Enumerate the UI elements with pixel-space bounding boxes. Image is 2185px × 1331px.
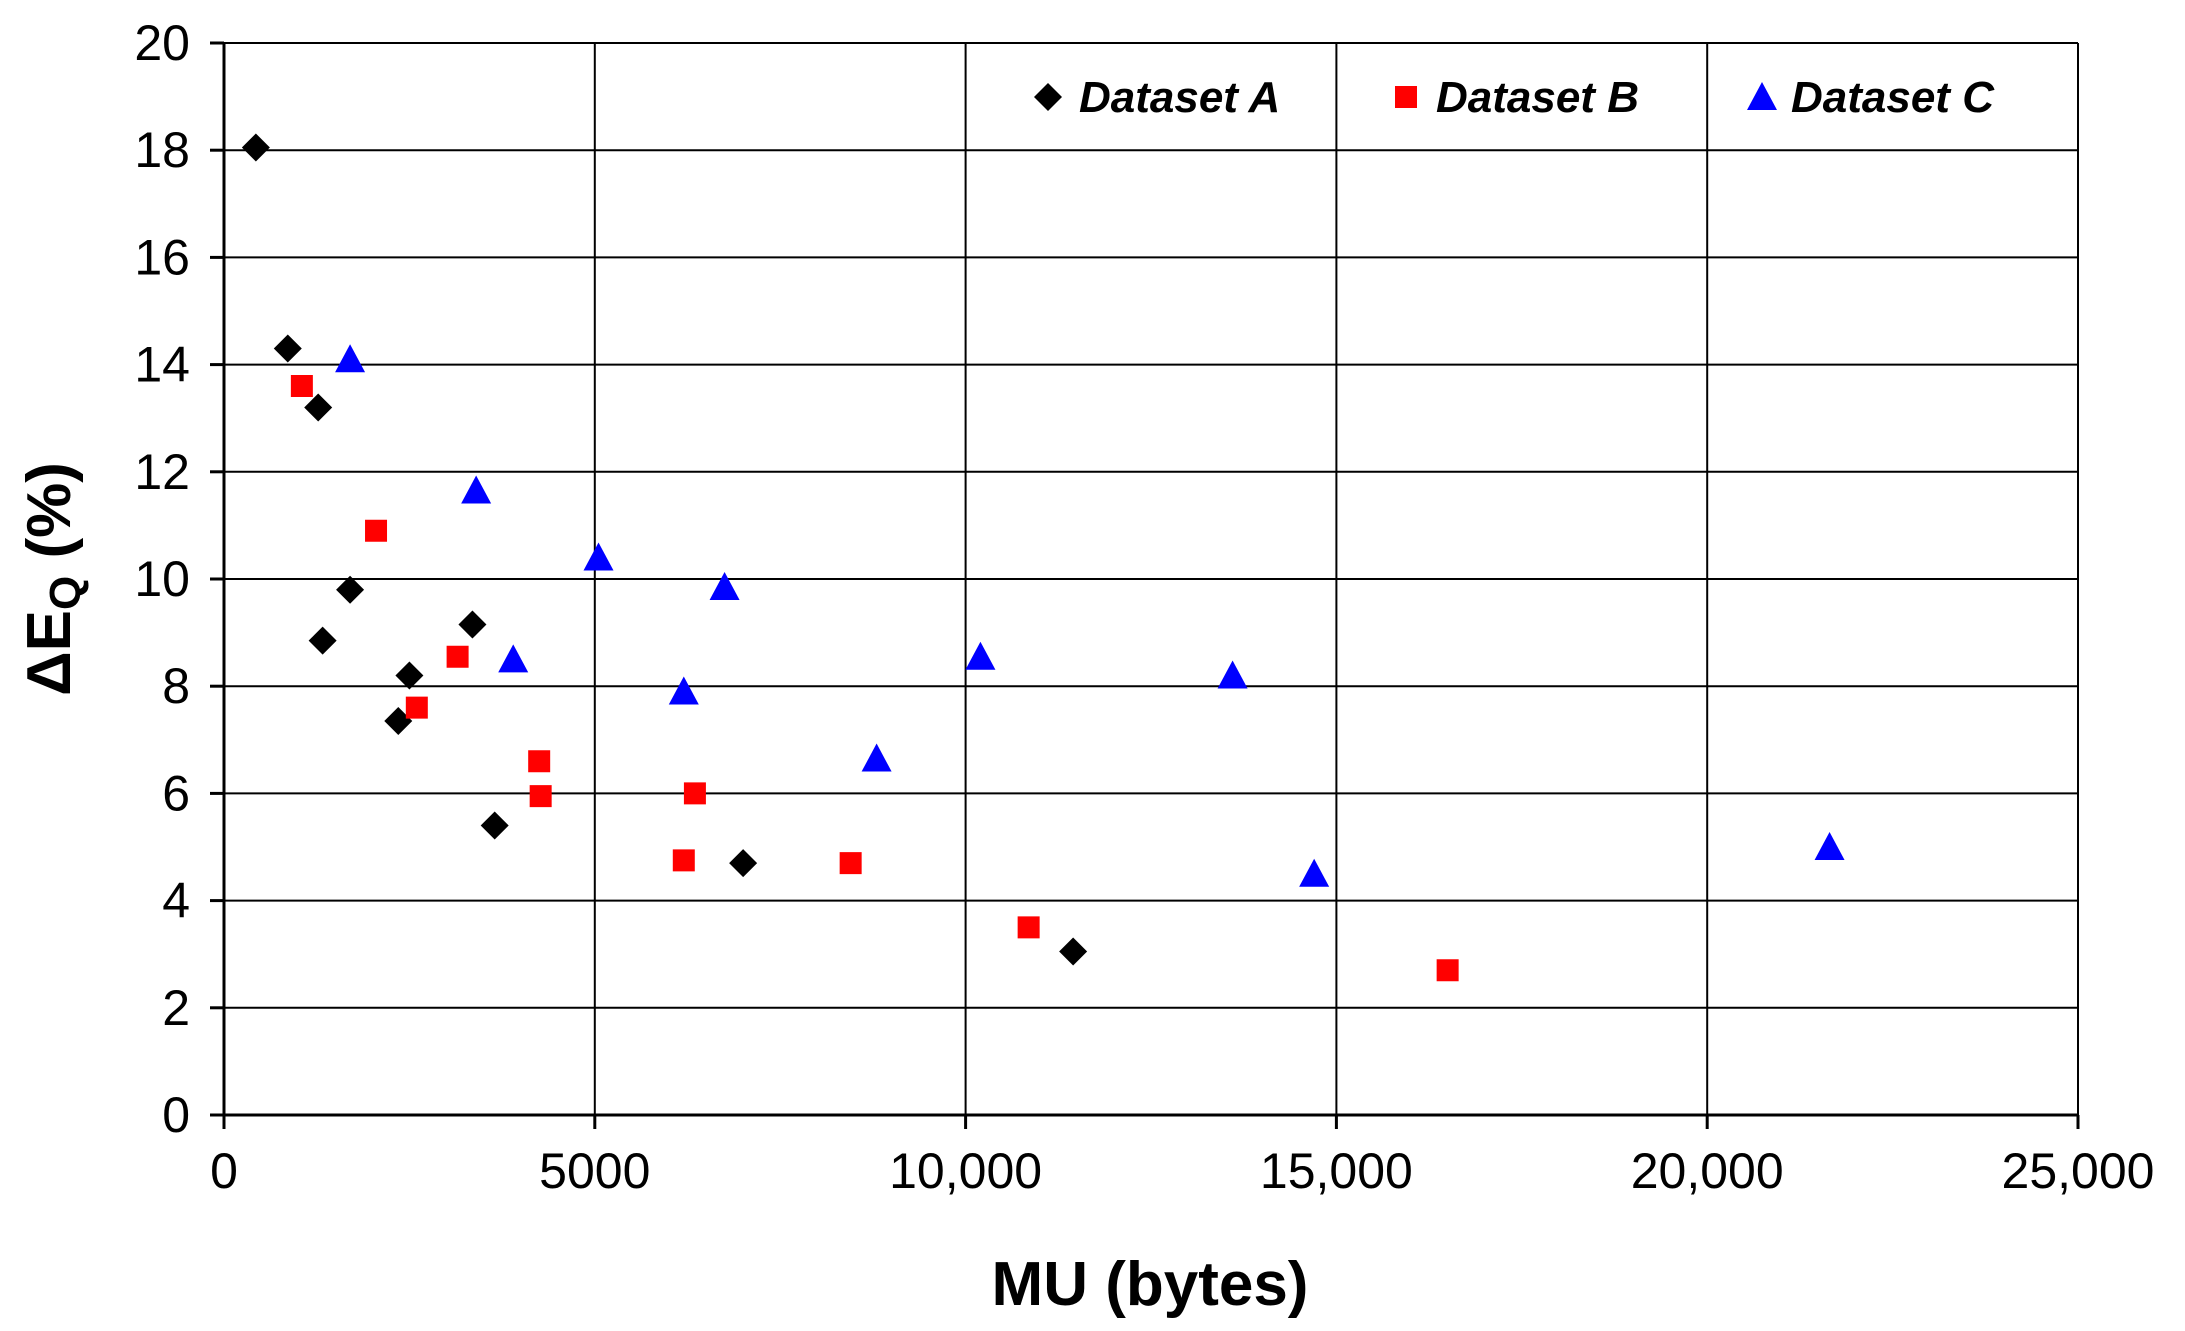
data-point <box>395 661 424 690</box>
x-tick-label: 0 <box>210 1143 238 1199</box>
series-dataset-b <box>290 375 1459 982</box>
data-point <box>583 542 614 571</box>
data-point <box>480 811 509 840</box>
data-point <box>1814 832 1845 860</box>
x-tick-label: 15,000 <box>1260 1143 1413 1199</box>
series-dataset-a <box>241 133 1088 966</box>
x-tick-label: 25,000 <box>2002 1143 2155 1199</box>
data-point <box>1017 916 1040 939</box>
y-tick-label: 6 <box>162 765 190 821</box>
x-tick-labels: 0 5000 10,000 15,000 20,000 25,000 <box>210 1143 2154 1199</box>
x-tick-label: 10,000 <box>889 1143 1042 1199</box>
y-tick-label: 8 <box>162 658 190 714</box>
y-axis-title-subscript: Q <box>41 576 90 610</box>
data-point <box>709 572 740 601</box>
x-axis-title: MU (bytes) <box>992 1250 1309 1319</box>
legend: Dataset A Dataset B Dataset C <box>1034 73 1995 122</box>
legend-marker-dataset-a <box>1034 83 1062 111</box>
data-point <box>839 852 862 875</box>
y-tick-label: 14 <box>134 337 190 393</box>
data-point <box>1059 937 1088 966</box>
gridlines <box>223 42 2079 1116</box>
y-tick-label: 12 <box>134 444 190 500</box>
data-point <box>273 334 302 363</box>
legend-marker-dataset-c <box>1747 82 1777 110</box>
legend-label-dataset-c: Dataset C <box>1791 73 1995 122</box>
y-tick-label: 4 <box>162 873 190 929</box>
data-point <box>965 641 996 670</box>
y-tick-label: 18 <box>134 122 190 178</box>
data-point <box>668 676 699 705</box>
legend-label-dataset-a: Dataset A <box>1079 73 1280 122</box>
y-tick-label: 16 <box>134 229 190 285</box>
data-point <box>290 375 313 398</box>
data-point <box>1217 660 1248 689</box>
data-points <box>241 133 1845 982</box>
axes <box>210 41 2080 1129</box>
data-point <box>336 575 365 604</box>
data-point <box>458 610 487 639</box>
data-point <box>1299 858 1330 887</box>
y-axis-title-suffix: (%) <box>15 462 84 576</box>
y-axis-title-prefix: ΔE <box>15 610 84 696</box>
data-point <box>241 133 270 162</box>
y-tick-label: 0 <box>162 1087 190 1143</box>
data-point <box>1436 959 1459 982</box>
data-point <box>446 645 469 668</box>
legend-label-dataset-b: Dataset B <box>1436 73 1639 122</box>
legend-marker-dataset-b <box>1395 86 1417 108</box>
y-tick-label: 20 <box>134 15 190 71</box>
y-tick-label: 10 <box>134 551 190 607</box>
data-point <box>405 696 428 719</box>
data-point <box>528 750 551 773</box>
y-axis-title: ΔEQ (%) <box>15 462 90 696</box>
data-point <box>461 475 492 504</box>
data-point <box>498 644 529 673</box>
data-point <box>861 743 892 772</box>
data-point <box>384 707 413 736</box>
y-tick-labels: 0 2 4 6 8 10 12 14 16 18 20 <box>134 15 190 1143</box>
data-point <box>672 849 695 872</box>
data-point <box>683 782 706 805</box>
y-tick-label: 2 <box>162 980 190 1036</box>
series-dataset-c <box>335 344 1845 887</box>
data-point <box>729 849 758 878</box>
data-point <box>365 519 388 542</box>
data-point <box>335 344 366 373</box>
data-point <box>308 626 337 655</box>
data-point <box>304 393 333 422</box>
x-tick-label: 20,000 <box>1631 1143 1784 1199</box>
data-point <box>529 785 552 808</box>
x-tick-label: 5000 <box>539 1143 650 1199</box>
